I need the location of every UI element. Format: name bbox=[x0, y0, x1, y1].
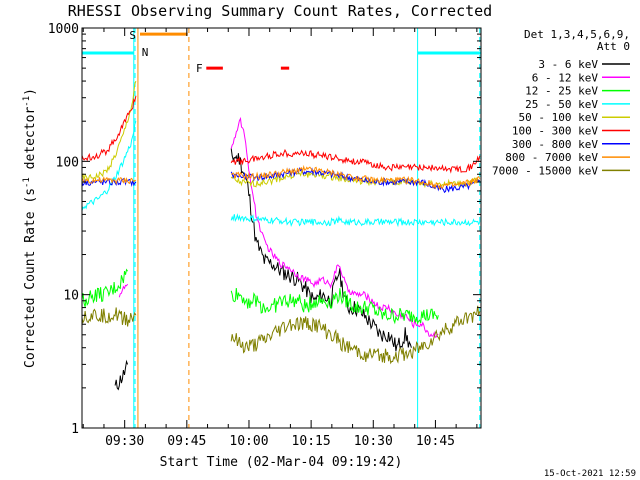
series-line-0-0 bbox=[114, 359, 129, 391]
series-line-1-0 bbox=[118, 283, 129, 298]
legend-label: 6 - 12 keV bbox=[532, 71, 599, 84]
plot-frame bbox=[81, 27, 482, 429]
series-layer bbox=[81, 80, 481, 391]
series-line-8-0 bbox=[81, 307, 137, 327]
x-tick-label: 10:15 bbox=[292, 434, 331, 449]
flag-bars: SN F bbox=[82, 28, 481, 428]
legend-label: 7000 - 15000 keV bbox=[492, 164, 598, 177]
series-line-7-0 bbox=[81, 176, 136, 185]
x-tick-label: 10:00 bbox=[229, 434, 268, 449]
legend-label: 800 - 7000 keV bbox=[505, 151, 598, 164]
x-axis-label: Start Time (02-Mar-04 09:19:42) bbox=[160, 455, 403, 470]
series-line-5-1 bbox=[230, 148, 481, 174]
x-tick-label: 10:30 bbox=[354, 434, 393, 449]
legend-label: 100 - 300 keV bbox=[512, 125, 598, 138]
legend-label: 12 - 25 keV bbox=[525, 85, 598, 98]
chart-title: RHESSI Observing Summary Count Rates, Co… bbox=[68, 2, 492, 20]
y-tick-label: 1000 bbox=[48, 22, 79, 37]
axes: 1 10 100 1000 09:30 09:45 10:00 10:15 10:30 10:45 bbox=[48, 22, 482, 449]
series-line-3-0 bbox=[81, 121, 137, 211]
series-line-3-1 bbox=[230, 213, 481, 228]
series-line-2-1 bbox=[230, 288, 439, 325]
series-line-4-0 bbox=[81, 80, 137, 182]
series-line-7-1 bbox=[230, 164, 481, 191]
flag-label: S bbox=[129, 29, 136, 42]
series-line-1-1 bbox=[230, 116, 439, 338]
legend-header-att: Att 0 bbox=[597, 40, 630, 53]
legend-label: 50 - 100 keV bbox=[519, 111, 599, 124]
y-tick-label: 100 bbox=[56, 155, 79, 170]
series-line-2-0 bbox=[81, 268, 129, 308]
y-axis-label: Corrected Count Rate (s-1 detector-1) bbox=[22, 88, 38, 368]
x-tick-label: 10:45 bbox=[416, 434, 455, 449]
y-tick-label: 10 bbox=[63, 289, 79, 304]
x-tick-label: 09:30 bbox=[105, 434, 144, 449]
flag-label: N bbox=[142, 46, 149, 59]
flag-label: F bbox=[196, 62, 203, 75]
y-tick-label: 1 bbox=[71, 422, 79, 437]
x-tick-label: 09:45 bbox=[167, 434, 206, 449]
series-line-5-0 bbox=[81, 95, 137, 162]
legend-label: 25 - 50 keV bbox=[525, 98, 598, 111]
footer-timestamp: 15-Oct-2021 12:59 bbox=[544, 469, 636, 479]
series-line-0-1 bbox=[230, 148, 412, 352]
legend-label: 3 - 6 keV bbox=[538, 58, 598, 71]
legend-label: 300 - 800 keV bbox=[512, 138, 598, 151]
legend-header: Det 1,3,4,5,6,9, bbox=[524, 28, 630, 41]
series-line-8-1 bbox=[230, 305, 481, 365]
